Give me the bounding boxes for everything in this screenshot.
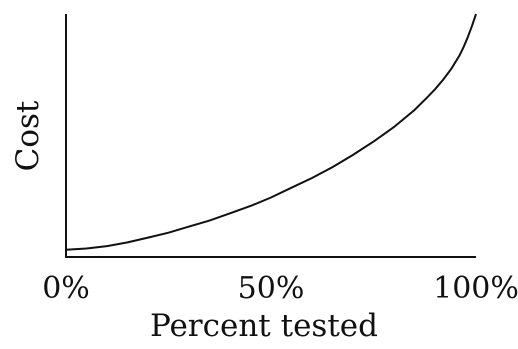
x-tick-labels: 0% 50% 100% xyxy=(42,271,518,306)
y-axis-label: Cost xyxy=(10,100,46,171)
x-axis-label: Percent tested xyxy=(150,308,378,344)
x-tick-label: 100% xyxy=(433,271,518,306)
x-tick-label: 0% xyxy=(42,271,90,306)
cost-curve-line xyxy=(65,13,477,251)
x-tick-label: 50% xyxy=(238,271,305,306)
